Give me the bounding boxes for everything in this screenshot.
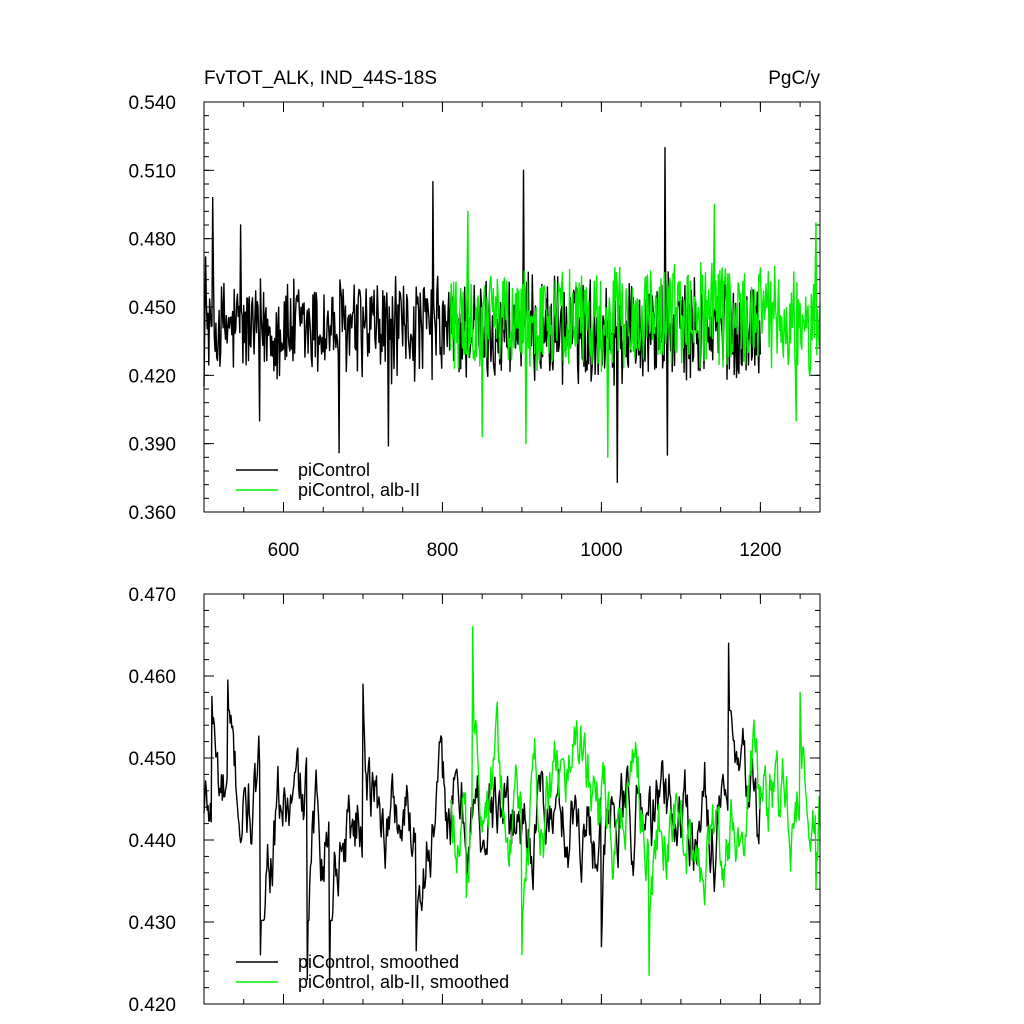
y-tick-label: 0.440 <box>128 831 176 852</box>
bottom-panel: 0.420 0.430 0.440 0.450 0.460 0.470 piControl… <box>128 585 821 1016</box>
legend-label-picontrol: piControl <box>298 460 370 480</box>
top-y-tick-labels: 0.360 0.390 0.420 0.450 0.480 0.510 0.540 <box>128 93 176 524</box>
y-tick-label: 0.420 <box>128 995 176 1016</box>
bottom-legend: piControl, smoothed piControl, alb-II, s… <box>236 952 509 992</box>
y-tick-label: 0.450 <box>128 298 176 319</box>
y-tick-label: 0.420 <box>128 366 176 387</box>
top-series-lines <box>203 146 821 484</box>
bottom-plot-frame <box>203 593 821 1005</box>
y-tick-label: 0.450 <box>128 749 176 770</box>
x-tick-label: 1200 <box>739 540 781 561</box>
bottom-series-lines <box>203 626 821 985</box>
units-label: PgC/y <box>768 68 820 89</box>
series-line-picontrol <box>203 642 762 985</box>
top-x-tick-labels: 600 800 1000 1200 <box>268 540 782 561</box>
x-tick-label: 800 <box>427 540 459 561</box>
y-tick-label: 0.360 <box>128 503 176 524</box>
y-tick-label: 0.480 <box>128 230 176 251</box>
y-tick-label: 0.430 <box>128 913 176 934</box>
y-tick-label: 0.390 <box>128 435 176 456</box>
bottom-y-tick-labels: 0.420 0.430 0.440 0.450 0.460 0.470 <box>128 585 176 1016</box>
top-plot-frame <box>203 101 821 513</box>
x-tick-label: 600 <box>268 540 300 561</box>
top-legend: piControl piControl, alb-II <box>236 460 420 500</box>
legend-label-picontrol-smoothed: piControl, smoothed <box>298 952 459 972</box>
top-panel: FvTOT_ALK, IND_44S-18S PgC/y 0.3600.3900… <box>128 68 821 561</box>
y-tick-label: 0.510 <box>128 161 176 182</box>
series-line-alb-ii <box>449 626 821 976</box>
y-tick-label: 0.460 <box>128 667 176 688</box>
chart-title: FvTOT_ALK, IND_44S-18S <box>204 68 437 89</box>
legend-label-alb-ii-smoothed: piControl, alb-II, smoothed <box>298 972 509 992</box>
y-tick-label: 0.540 <box>128 93 176 114</box>
series-line-alb-ii <box>449 203 821 458</box>
legend-label-alb-ii: piControl, alb-II <box>298 480 420 500</box>
y-tick-label: 0.470 <box>128 585 176 606</box>
x-tick-label: 1000 <box>580 540 622 561</box>
